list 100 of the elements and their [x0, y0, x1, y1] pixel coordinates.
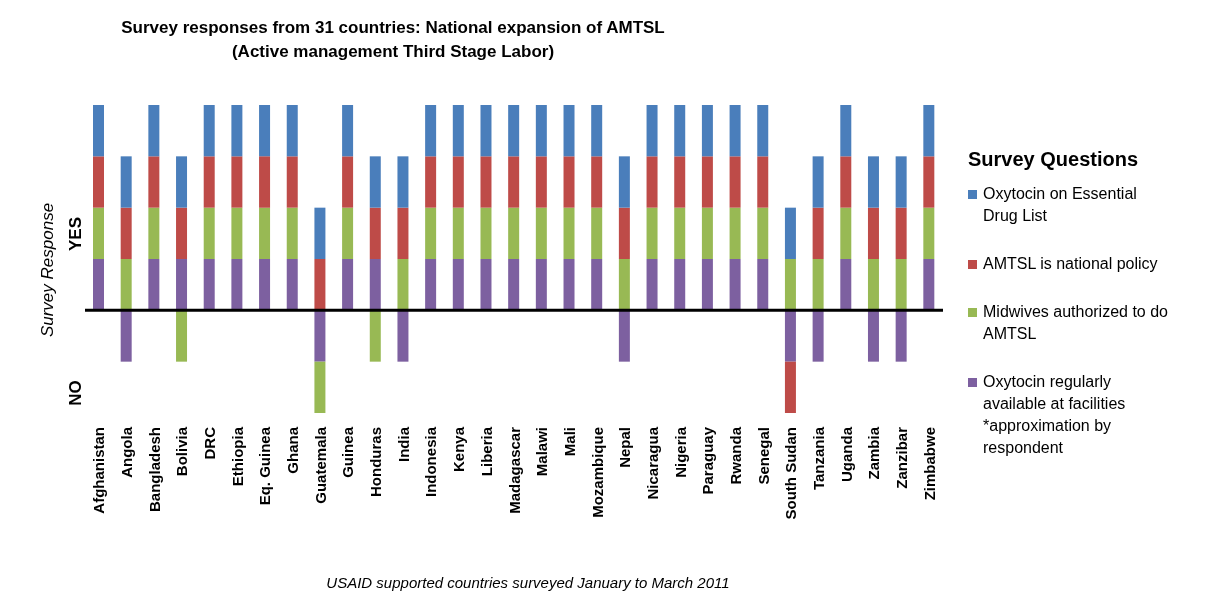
bar	[120, 310, 132, 362]
bar	[618, 207, 630, 259]
bar	[314, 361, 326, 413]
x-tick-label: Ethiopia	[228, 426, 246, 487]
x-tick-label: Bolivia	[173, 426, 191, 477]
bar	[729, 207, 741, 259]
bar	[729, 105, 741, 157]
chart-subtitle: (Active management Third Stage Labor)	[230, 41, 556, 63]
bar	[729, 259, 741, 311]
bar	[148, 105, 160, 157]
bar	[259, 105, 271, 157]
x-tick-label: Liberia	[477, 426, 495, 477]
bar	[425, 207, 437, 259]
bar	[176, 156, 188, 208]
bar	[646, 207, 658, 259]
bar	[369, 259, 381, 311]
bar	[674, 207, 686, 259]
bar	[784, 207, 796, 259]
bar	[397, 156, 409, 208]
bar	[757, 156, 769, 208]
bar	[812, 310, 824, 362]
bar	[286, 156, 298, 208]
bar	[701, 259, 713, 311]
x-tick-label: Afghanistan	[90, 427, 108, 514]
bar	[674, 105, 686, 157]
bar	[840, 105, 852, 157]
bar	[286, 105, 298, 157]
bar	[840, 259, 852, 311]
bar	[425, 156, 437, 208]
bar	[203, 207, 215, 259]
x-tick-label: Eq. Guinea	[256, 426, 274, 506]
bar	[259, 207, 271, 259]
legend-label: Oxytocin on Essential Drug List	[983, 184, 1138, 226]
bar	[452, 156, 464, 208]
bar	[923, 207, 935, 259]
chart-title: Survey responses from 31 countries: National expansion of AMTSL	[120, 17, 666, 39]
bar	[563, 105, 575, 157]
x-tick-label: Zanzibar	[892, 426, 910, 489]
legend-label: Midwives authorized to do AMTSL	[983, 302, 1169, 344]
text: USAID supported countries surveyed January to March 2011	[325, 574, 731, 591]
bar	[535, 207, 547, 259]
x-tick-label: Senegal	[754, 427, 772, 485]
bar	[812, 259, 824, 311]
bar	[342, 156, 354, 208]
bar	[231, 105, 243, 157]
bar	[480, 156, 492, 208]
bar	[452, 259, 464, 311]
legend-label: AMTSL is national policy	[983, 254, 1158, 274]
bar	[286, 207, 298, 259]
bar	[93, 156, 104, 208]
bar	[895, 156, 907, 208]
bar	[867, 156, 879, 208]
x-tick-label: Zimbabwe	[920, 427, 938, 501]
bar	[563, 259, 575, 311]
x-tick-label: Ghana	[284, 426, 302, 474]
bar	[729, 156, 741, 208]
bar	[508, 156, 520, 208]
bar	[480, 259, 492, 311]
bar	[618, 156, 630, 208]
bar	[535, 156, 547, 208]
x-tick-label: Rwanda	[726, 426, 744, 485]
x-tick-label: Honduras	[367, 427, 385, 498]
bar	[508, 105, 520, 157]
x-tick-label: Tanzania	[809, 426, 827, 491]
bar	[425, 259, 437, 311]
bar	[342, 259, 354, 311]
bar	[286, 259, 298, 311]
bar	[314, 310, 326, 362]
bar	[148, 207, 160, 259]
bar	[480, 207, 492, 259]
bar	[840, 156, 852, 208]
annotation: YES	[66, 216, 86, 252]
bar	[646, 259, 658, 311]
bar	[508, 207, 520, 259]
bar	[867, 259, 879, 311]
x-tick-label: South Sudan	[782, 427, 800, 520]
bar	[701, 207, 713, 259]
bar	[508, 259, 520, 311]
bar	[535, 105, 547, 157]
legend-title: Survey Questions	[968, 148, 1140, 171]
bar	[342, 105, 354, 157]
x-tick-label: Malawi	[533, 427, 551, 477]
text: NO	[66, 380, 86, 406]
bar	[923, 105, 935, 157]
bar	[148, 156, 160, 208]
bar	[784, 310, 796, 362]
legend-label: Oxytocin regularly available at facilities *approximation by respondent	[983, 372, 1127, 458]
bar	[591, 105, 603, 157]
bar	[923, 156, 935, 208]
bar	[895, 259, 907, 311]
bar	[757, 207, 769, 259]
bar	[259, 156, 271, 208]
bar	[93, 105, 104, 157]
bar	[203, 105, 215, 157]
bar	[591, 156, 603, 208]
x-tick-label: Bangladesh	[145, 427, 163, 513]
bar	[369, 156, 381, 208]
y-axis-title: Survey Response	[38, 202, 58, 338]
bar	[757, 259, 769, 311]
bar	[203, 156, 215, 208]
